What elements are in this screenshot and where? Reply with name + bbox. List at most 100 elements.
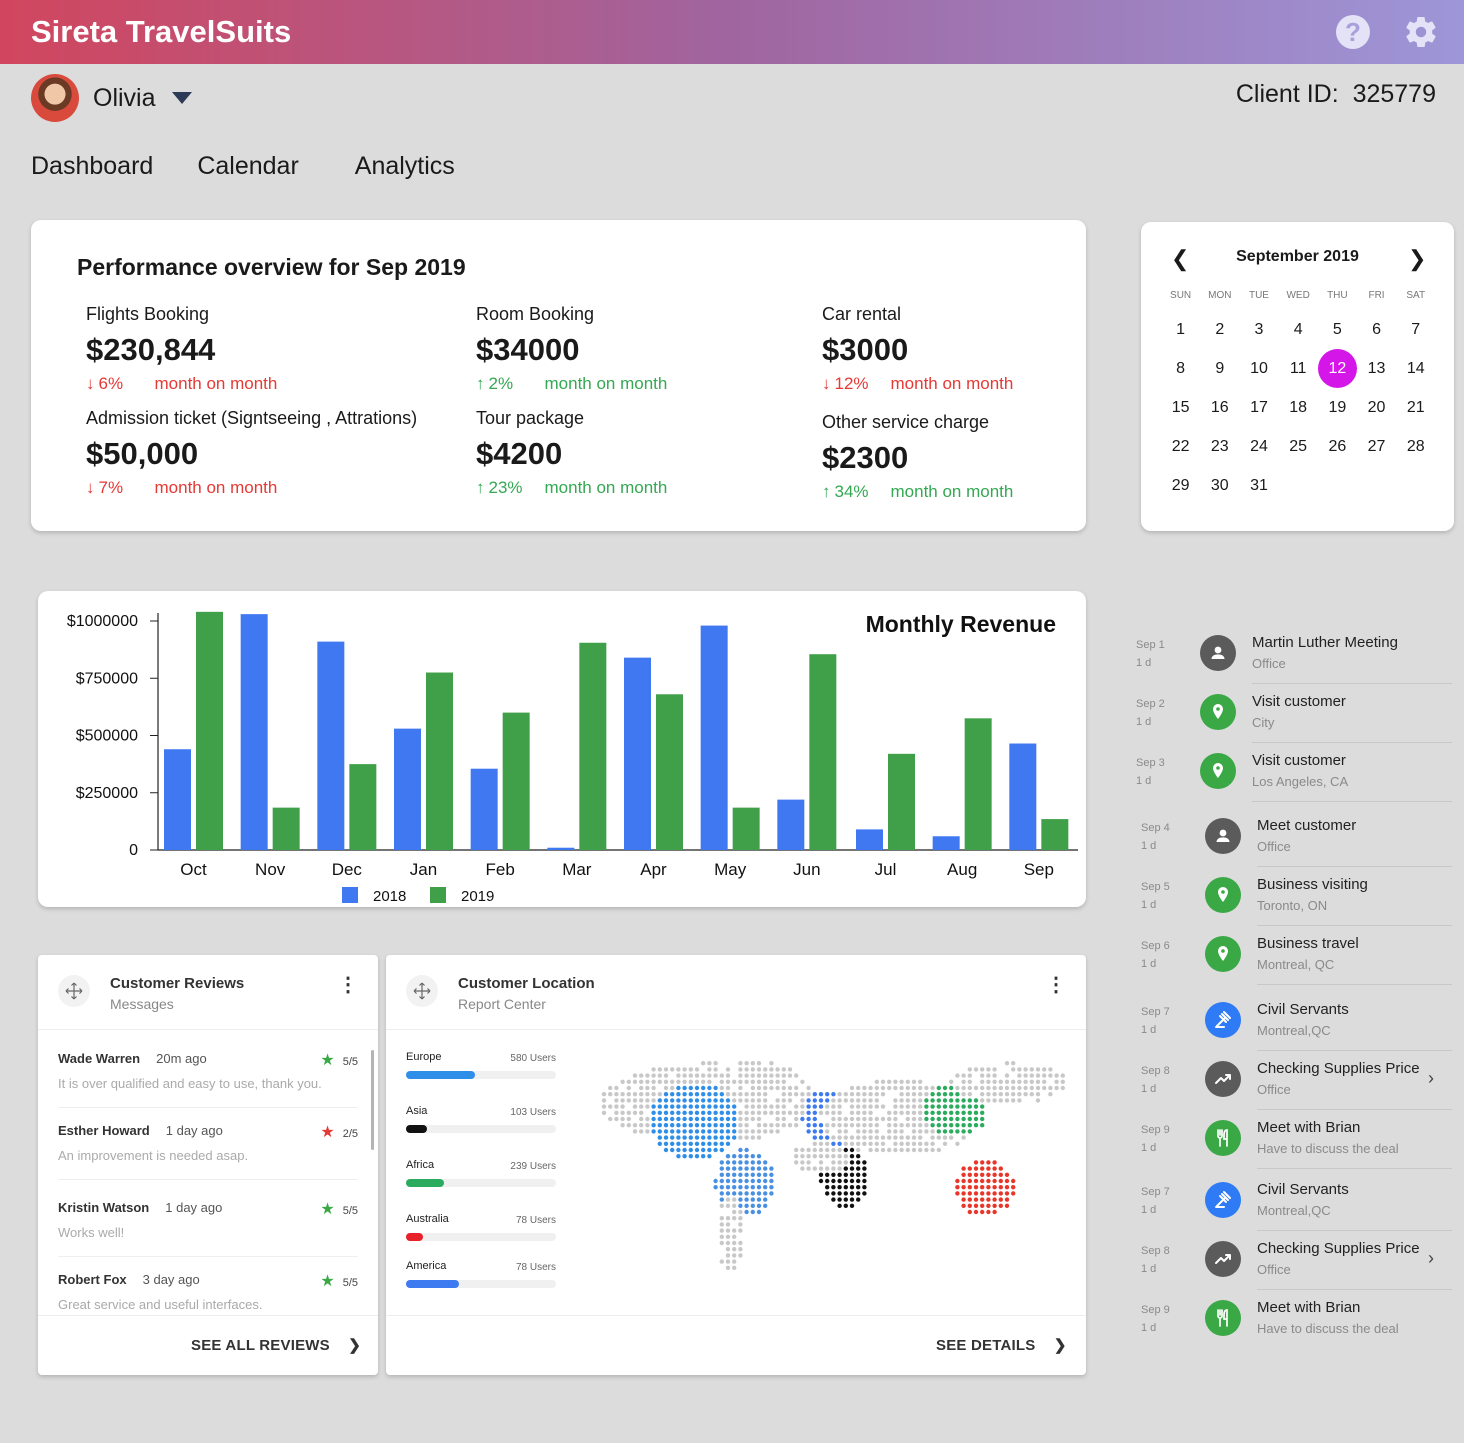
schedule-item[interactable]: Sep 9 1 d Meet with Brian Have to discuss t…	[1141, 1295, 1454, 1353]
legend-swatch	[342, 887, 358, 903]
calendar-day[interactable]: 25	[1289, 438, 1308, 455]
map-dot	[880, 1147, 886, 1153]
map-dot	[713, 1141, 718, 1146]
move-icon[interactable]	[406, 975, 438, 1007]
more-vert-icon[interactable]: ⋮	[1046, 974, 1066, 996]
calendar-day[interactable]: 16	[1210, 399, 1229, 416]
map-dot	[837, 1154, 842, 1159]
see-all-reviews-link[interactable]: SEE ALL REVIEWS ❯	[191, 1336, 361, 1354]
map-dot	[701, 1123, 706, 1128]
schedule-item[interactable]: Sep 1 1 d Martin Luther Meeting Office	[1136, 630, 1454, 688]
calendar-day[interactable]: 13	[1367, 360, 1386, 377]
schedule-item[interactable]: Sep 2 1 d Visit customer City	[1136, 689, 1454, 747]
calendar-day[interactable]: 3	[1254, 321, 1264, 338]
calendar-day[interactable]: 30	[1210, 477, 1229, 494]
calendar-day[interactable]: 1	[1176, 321, 1186, 338]
chevron-right-icon[interactable]: ❯	[1408, 246, 1427, 271]
calendar-day[interactable]: 2	[1215, 321, 1225, 338]
map-dot	[812, 1092, 817, 1097]
calendar-day[interactable]: 9	[1215, 360, 1225, 377]
calendar-day[interactable]: 10	[1250, 360, 1268, 377]
map-dot	[936, 1098, 941, 1103]
calendar-day[interactable]: 23	[1210, 438, 1229, 455]
calendar-day[interactable]: 28	[1406, 438, 1425, 455]
schedule-item[interactable]: Sep 8 1 d Checking Supplies Price Office ›	[1141, 1236, 1454, 1294]
gavel-icon	[1205, 1002, 1241, 1038]
map-dot	[769, 1123, 774, 1128]
schedule-item[interactable]: Sep 6 1 d Business travel Montreal, QC	[1141, 931, 1454, 989]
more-vert-icon[interactable]: ⋮	[338, 974, 358, 996]
schedule-item[interactable]: Sep 4 1 d Meet customer Office	[1141, 813, 1454, 871]
map-dot	[843, 1098, 848, 1103]
chevron-right-icon[interactable]: ›	[1428, 1248, 1434, 1268]
map-dot	[707, 1067, 712, 1072]
calendar-day[interactable]: 29	[1171, 477, 1190, 494]
calendar-day[interactable]: 5	[1332, 321, 1342, 338]
calendar-day[interactable]: 15	[1171, 399, 1190, 416]
chevron-left-icon[interactable]: ❮	[1171, 246, 1190, 271]
map-dot	[775, 1123, 780, 1128]
calendar-day[interactable]: 8	[1176, 360, 1186, 377]
map-dot	[601, 1098, 607, 1103]
map-dot	[701, 1129, 706, 1134]
schedule-title: Checking Supplies Price	[1257, 1240, 1420, 1257]
map-dot	[719, 1216, 724, 1221]
map-dot	[732, 1178, 737, 1184]
calendar-day[interactable]: 24	[1250, 438, 1268, 455]
nav-calendar[interactable]: Calendar	[197, 152, 299, 180]
review-score: ★ 5/5	[320, 1271, 358, 1291]
calendar-day[interactable]: 19	[1328, 399, 1347, 416]
nav-analytics[interactable]: Analytics	[354, 152, 455, 180]
map-dot	[843, 1154, 848, 1159]
gear-icon[interactable]	[1403, 14, 1439, 50]
calendar-day[interactable]: 7	[1411, 321, 1421, 338]
user-name[interactable]: Olivia	[93, 83, 156, 112]
map-dot	[657, 1135, 662, 1140]
schedule-item[interactable]: Sep 7 1 d Civil Servants Montreal,QC	[1141, 1177, 1454, 1235]
help-icon[interactable]: ?	[1336, 15, 1370, 49]
schedule-item[interactable]: Sep 3 1 d Visit customer Los Angeles, CA	[1136, 748, 1454, 806]
map-dot	[639, 1092, 644, 1097]
map-dot	[701, 1098, 706, 1103]
calendar-day[interactable]: 21	[1406, 399, 1425, 416]
nav-dashboard[interactable]: Dashboard	[31, 152, 154, 180]
see-details-link[interactable]: SEE DETAILS ❯	[936, 1336, 1067, 1354]
x-tick-label: Dec	[332, 860, 363, 879]
map-dot	[955, 1110, 960, 1115]
calendar-day[interactable]: 20	[1367, 399, 1386, 416]
calendar-day[interactable]: 11	[1289, 360, 1307, 377]
scrollbar[interactable]	[371, 1050, 374, 1150]
user-menu[interactable]: Olivia	[31, 73, 192, 123]
map-dot	[973, 1185, 979, 1190]
map-dot	[856, 1160, 861, 1165]
calendar-day[interactable]: 12	[1317, 349, 1357, 388]
map-dot	[856, 1116, 861, 1122]
calendar-day[interactable]: 18	[1289, 399, 1308, 416]
avatar[interactable]	[31, 74, 79, 122]
schedule-item[interactable]: Sep 9 1 d Meet with Brian Have to discuss t…	[1141, 1115, 1454, 1173]
calendar-day[interactable]: 4	[1293, 321, 1303, 338]
calendar-day[interactable]: 14	[1406, 360, 1425, 377]
calendar-day[interactable]: 31	[1250, 477, 1268, 494]
schedule-item[interactable]: Sep 7 1 d Civil Servants Montreal,QC	[1141, 997, 1454, 1055]
map-dot	[756, 1085, 762, 1091]
map-dot	[961, 1191, 966, 1196]
map-dot	[849, 1191, 855, 1196]
schedule-item[interactable]: Sep 5 1 d Business visiting Toronto, ON	[1141, 872, 1454, 930]
map-dot	[825, 1110, 830, 1115]
calendar-day[interactable]: 17	[1250, 399, 1268, 416]
map-dot	[756, 1129, 762, 1134]
move-icon[interactable]	[58, 975, 90, 1007]
calendar-day[interactable]: 6	[1372, 321, 1381, 338]
schedule-item[interactable]: Sep 8 1 d Checking Supplies Price Office ›	[1141, 1056, 1454, 1114]
map-dot	[738, 1209, 743, 1215]
map-dot	[682, 1123, 687, 1128]
chevron-right-icon[interactable]: ›	[1428, 1068, 1434, 1088]
map-dot	[930, 1116, 935, 1122]
calendar-day[interactable]: 27	[1367, 438, 1386, 455]
map-dot	[986, 1166, 991, 1171]
calendar-day[interactable]: 22	[1171, 438, 1190, 455]
chevron-down-icon[interactable]	[171, 92, 192, 104]
calendar-day[interactable]: 26	[1328, 438, 1347, 455]
map-dot	[911, 1110, 917, 1115]
